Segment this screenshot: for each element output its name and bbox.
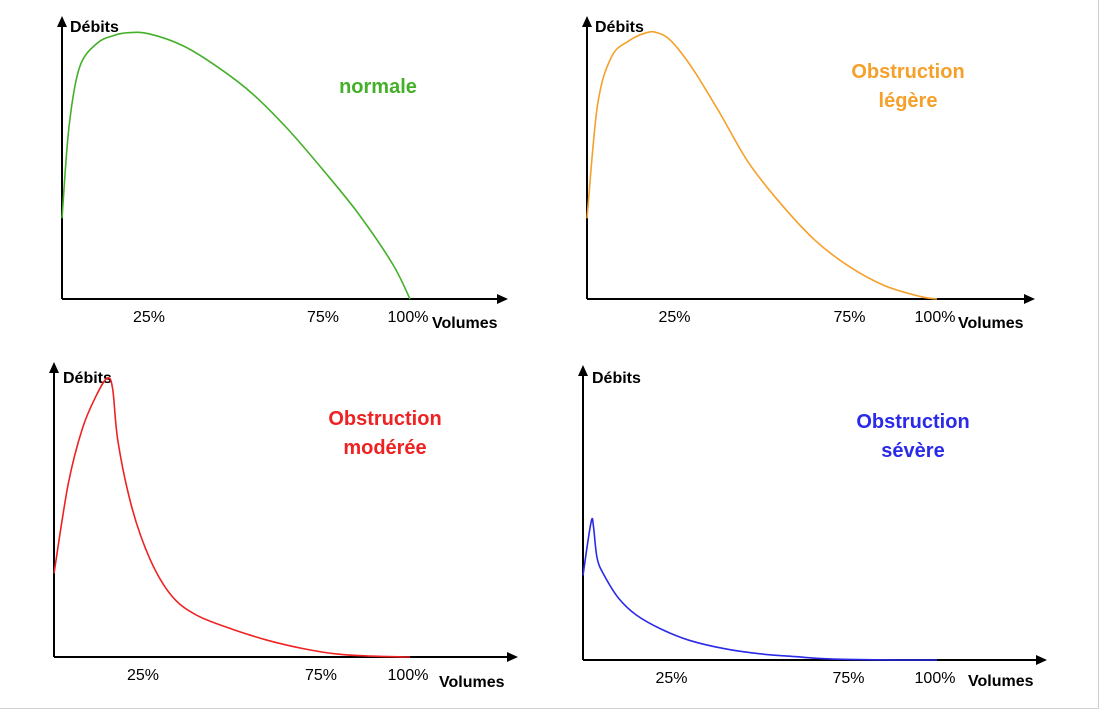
x-tick-label: 75%	[832, 670, 864, 687]
chart-panel-1: Débits Volumes 25% 75% 100% normale	[57, 16, 508, 332]
chart-panel-4: Débits Volumes 25% 75% 100% Obstruction sévère	[578, 365, 1047, 690]
x-axis-label: Volumes	[432, 315, 498, 332]
x-tick-label: 25%	[655, 670, 687, 687]
y-axis-label: Débits	[595, 19, 644, 36]
x-tick-label: 100%	[388, 667, 429, 684]
x-tick-label: 75%	[305, 667, 337, 684]
x-axis-label: Volumes	[958, 315, 1024, 332]
x-axis-label: Volumes	[968, 673, 1034, 690]
x-axis-arrow-icon	[507, 652, 518, 662]
y-axis-arrow-icon	[49, 362, 59, 373]
y-axis-arrow-icon	[582, 16, 592, 27]
x-tick-label: 25%	[658, 309, 690, 326]
x-axis-arrow-icon	[1024, 294, 1035, 304]
x-tick-label: 75%	[307, 309, 339, 326]
y-axis-arrow-icon	[57, 16, 67, 27]
chart-title: Obstruction modérée	[328, 408, 441, 459]
chart-panel-2: Débits Volumes 25% 75% 100% Obstruction légère	[582, 16, 1035, 332]
chart-panel-3: Débits Volumes 25% 75% 100% Obstruction modéré…	[49, 362, 518, 691]
chart-title: Obstruction sévère	[856, 411, 969, 462]
x-tick-label: 25%	[127, 667, 159, 684]
flow-volume-curve	[61, 31, 411, 300]
x-axis-label: Volumes	[439, 674, 505, 691]
flow-volume-curve	[53, 376, 411, 658]
y-axis-label: Débits	[63, 370, 112, 387]
y-axis-label: Débits	[592, 370, 641, 387]
flow-volume-curve	[582, 517, 938, 661]
chart-title: Obstruction légère	[851, 61, 964, 112]
chart-title: normale	[339, 76, 417, 98]
flow-volume-curve	[586, 30, 938, 300]
x-tick-label: 75%	[833, 309, 865, 326]
y-axis-arrow-icon	[578, 365, 588, 376]
x-tick-label: 25%	[133, 309, 165, 326]
x-tick-label: 100%	[388, 309, 429, 326]
x-axis-arrow-icon	[497, 294, 508, 304]
x-axis-arrow-icon	[1036, 655, 1047, 665]
y-axis-label: Débits	[70, 19, 119, 36]
x-tick-label: 100%	[915, 670, 956, 687]
x-tick-label: 100%	[915, 309, 956, 326]
